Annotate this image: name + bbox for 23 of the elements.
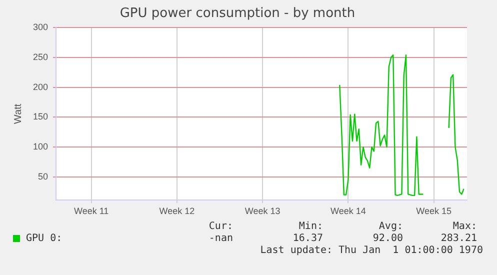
x-tick-label: Week 12 [159, 206, 195, 216]
legend-label: GPU 0: [26, 233, 62, 244]
text: 92.00 [372, 233, 403, 245]
chart-title: GPU power consumption - by month [120, 6, 356, 22]
x-tick-label: Week 15 [416, 206, 452, 216]
text: Cur: [208, 221, 233, 233]
x-tick-label: Week 13 [244, 206, 280, 216]
text: 283.21 [440, 233, 477, 245]
text: Max: [452, 221, 477, 233]
x-tick-label: Week 14 [330, 206, 366, 216]
text: Avg: [378, 221, 403, 233]
text: -nan [208, 233, 233, 245]
y-tick-label: 150 [32, 112, 48, 122]
text: 16.37 [292, 233, 323, 245]
y-tick-label: 300 [32, 22, 48, 32]
text: Last update: Thu Jan 1 01:00:00 1970 [260, 245, 483, 257]
x-tick-label: Week 11 [74, 206, 109, 216]
y-tick-label: 50 [38, 171, 48, 182]
text: Min: [298, 221, 323, 233]
y-tick-label: 100 [32, 142, 48, 152]
y-axis-title: Watt [12, 104, 24, 124]
y-tick-label: 250 [32, 52, 48, 62]
y-tick-label: 200 [32, 82, 48, 92]
